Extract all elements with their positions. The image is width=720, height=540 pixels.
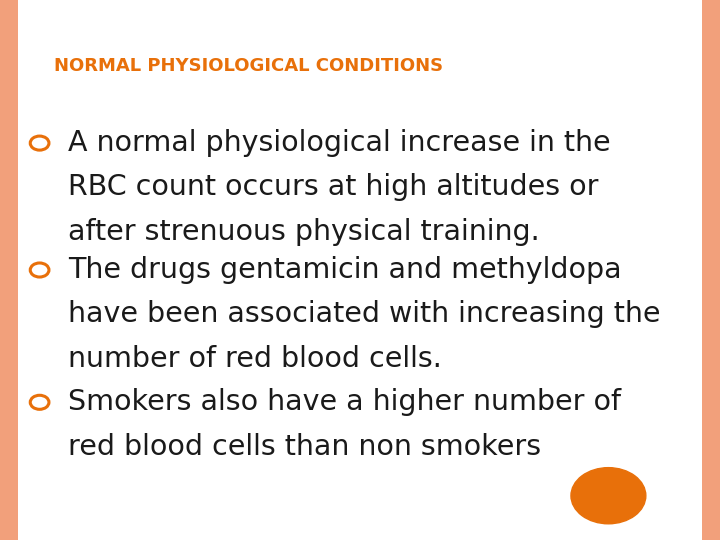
Text: The drugs gentamicin and methyldopa: The drugs gentamicin and methyldopa (68, 256, 622, 284)
FancyBboxPatch shape (18, 0, 702, 540)
FancyBboxPatch shape (0, 0, 18, 540)
Text: have been associated with increasing the: have been associated with increasing the (68, 300, 661, 328)
Text: red blood cells than non smokers: red blood cells than non smokers (68, 433, 541, 461)
Text: NORMAL PHYSIOLOGICAL CONDITIONS: NORMAL PHYSIOLOGICAL CONDITIONS (54, 57, 443, 75)
Circle shape (571, 468, 646, 524)
Text: after strenuous physical training.: after strenuous physical training. (68, 218, 540, 246)
FancyBboxPatch shape (702, 0, 720, 540)
Text: RBC count occurs at high altitudes or: RBC count occurs at high altitudes or (68, 173, 599, 201)
Text: number of red blood cells.: number of red blood cells. (68, 345, 442, 373)
Text: Smokers also have a higher number of: Smokers also have a higher number of (68, 388, 621, 416)
Text: A normal physiological increase in the: A normal physiological increase in the (68, 129, 611, 157)
